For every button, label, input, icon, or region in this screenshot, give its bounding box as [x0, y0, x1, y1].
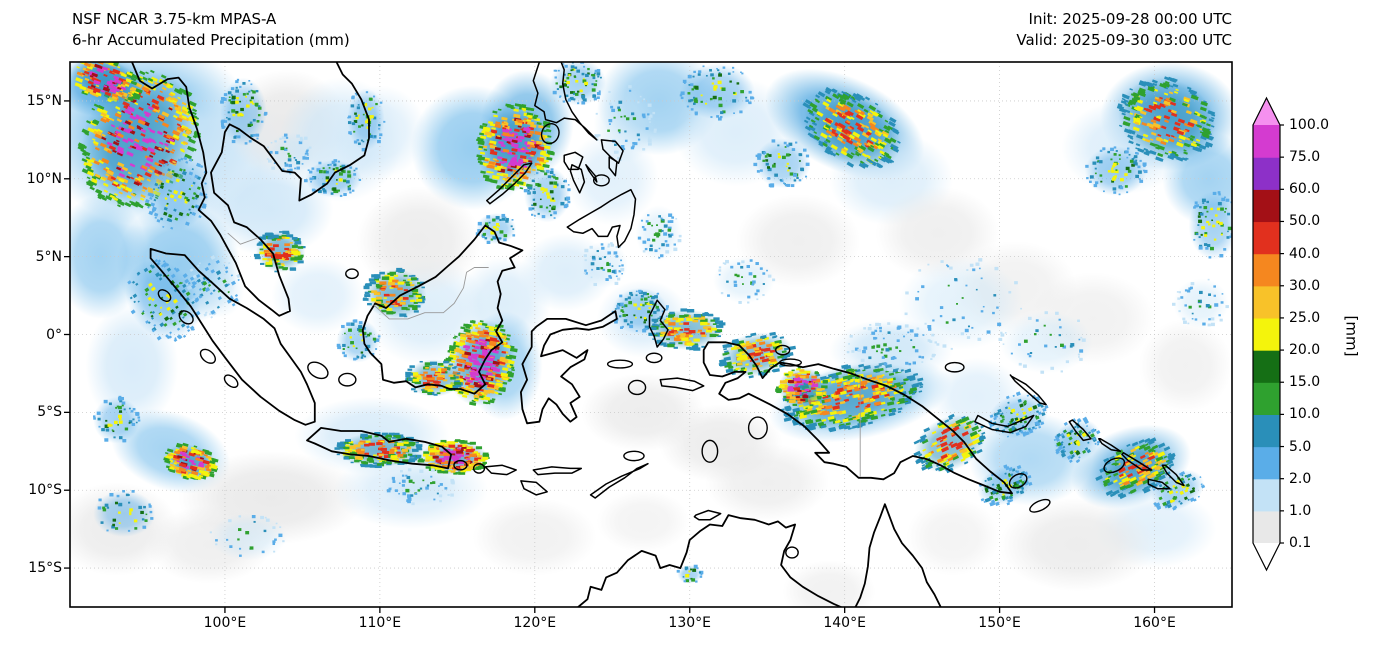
y-tick-label: 5°N [35, 248, 62, 265]
x-tick-label: 110°E [358, 615, 402, 631]
colorbar-tick-label: 50.0 [1289, 213, 1321, 230]
x-tick-label: 100°E [203, 615, 247, 631]
map-canvas [64, 61, 1233, 613]
colorbar-tick-label: 2.0 [1289, 470, 1312, 487]
colorbar-canvas [1252, 96, 1284, 572]
colorbar-tick-label: 40.0 [1289, 245, 1321, 262]
convective-cells [71, 62, 1232, 584]
colorbar-tick-label: 5.0 [1289, 438, 1312, 455]
colorbar-tick-label: 30.0 [1289, 277, 1321, 294]
y-tick-label: 10°S [28, 482, 62, 499]
y-tick-label: 10°N [26, 170, 62, 187]
y-tick-label: 0° [46, 326, 62, 343]
time-block: Init: 2025-09-28 00:00 UTC Valid: 2025-0… [1016, 9, 1232, 51]
map-panel [64, 61, 1233, 613]
x-tick-label: 140°E [823, 615, 866, 631]
colorbar-tick-label: 1.0 [1289, 502, 1312, 519]
colorbar-tick-label: 0.1 [1289, 535, 1312, 551]
colorbar-over-arrow [1253, 98, 1280, 125]
coastlines [131, 62, 1185, 607]
x-tick-label: 160°E [1133, 615, 1176, 631]
colorbar-tick-label: 15.0 [1289, 374, 1321, 391]
x-tick-label: 130°E [668, 615, 712, 631]
title-block: NSF NCAR 3.75-km MPAS-A 6-hr Accumulated… [72, 9, 350, 51]
colorbar-unit-label: [mm] [1342, 315, 1361, 357]
valid-time: Valid: 2025-09-30 03:00 UTC [1016, 31, 1232, 49]
product-name: 6-hr Accumulated Precipitation (mm) [72, 31, 350, 49]
y-tick-label: 15°N [26, 92, 62, 109]
y-tick-label: 5°S [37, 404, 62, 421]
colorbar-tick-label: 75.0 [1289, 149, 1321, 166]
model-name: NSF NCAR 3.75-km MPAS-A [72, 10, 277, 28]
colorbar [1252, 96, 1285, 572]
x-tick-label: 150°E [978, 615, 1021, 631]
colorbar-under-arrow [1253, 543, 1280, 571]
colorbar-tick-label: 10.0 [1289, 406, 1321, 423]
axis-ticks [64, 100, 1156, 613]
colorbar-tick-label: 20.0 [1289, 342, 1321, 359]
colorbar-tick-label: 25.0 [1289, 309, 1321, 326]
colorbar-tick-label: 100.0 [1289, 117, 1330, 133]
x-tick-label: 120°E [513, 615, 557, 631]
init-time: Init: 2025-09-28 00:00 UTC [1028, 10, 1232, 28]
colorbar-tick-label: 60.0 [1289, 181, 1321, 198]
map-layers [70, 62, 1232, 607]
y-tick-label: 15°S [28, 560, 62, 577]
